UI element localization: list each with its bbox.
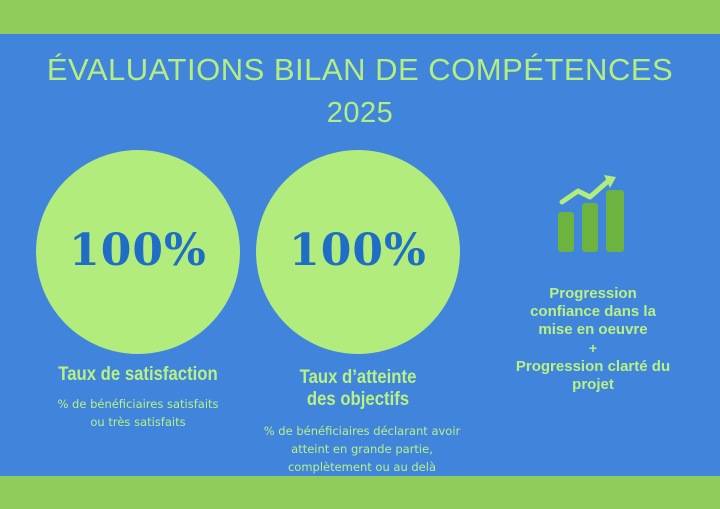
satisfaction-value: 100% [69,224,207,276]
progress-clarity: Progression clarté du projet [498,358,688,394]
growth-chart-icon [558,175,624,252]
bottom-band [0,476,720,509]
satisfaction-description-line: % de bénéficiaires satisfaits [57,397,219,411]
satisfaction-label: Taux de satisfaction [58,364,218,385]
objectives-circle: 100% [256,150,460,354]
objectives-label-line: Taux d’atteinte [299,367,417,388]
page-title-year: 2025 [326,97,394,129]
progress-confidence: Progression confiance dans la mise en oe… [498,285,688,339]
progress-clarity-line: projet [572,376,614,393]
objectives-description-line: atteint en grande partie, [291,442,433,456]
progress-clarity-line: Progression clarté du [515,358,671,375]
satisfaction-description-line: ou très satisfaits [90,415,186,429]
satisfaction-description: % de bénéficiaires satisfaits ou très sa… [30,395,246,431]
satisfaction-circle: 100% [36,150,240,354]
progress-confidence-line: confiance dans la [530,303,656,320]
objectives-label-line: des objectifs [306,389,410,410]
objectives-description-line: complètement ou au delà [287,460,437,474]
progress-confidence-line: Progression [549,285,637,302]
top-band [0,0,720,34]
objectives-description: % de bénéficiaires déclarant avoir attei… [252,422,472,476]
progress-confidence-line: mise en oeuvre [538,321,648,338]
progress-plus: + [588,340,598,356]
objectives-label: Taux d’atteinte des objectifs [263,367,453,411]
page-title: ÉVALUATIONS BILAN DE COMPÉTENCES [46,52,674,87]
objectives-value: 100% [289,224,427,276]
objectives-description-line: % de bénéficiaires déclarant avoir [263,424,461,438]
